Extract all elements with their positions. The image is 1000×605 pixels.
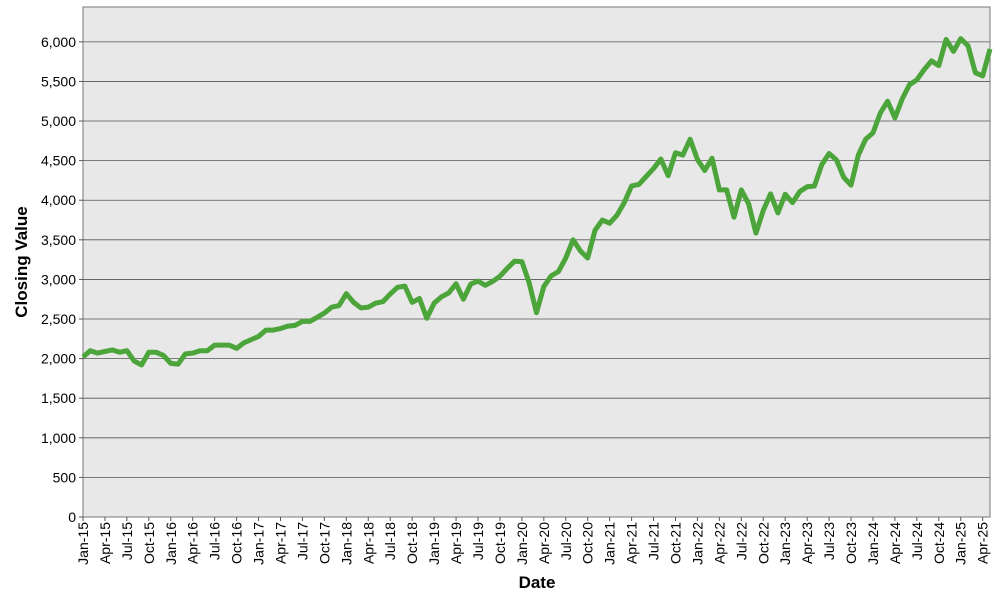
y-tick-label: 1,500	[41, 390, 76, 406]
y-tick-label: 4,000	[41, 192, 76, 208]
x-tick-label: Jan-17	[251, 522, 267, 565]
x-tick-label: Jul-15	[119, 522, 135, 560]
y-tick-label: 1,000	[41, 430, 76, 446]
x-tick-label: Apr-25	[975, 522, 991, 564]
x-axis-title: Date	[519, 573, 556, 592]
x-tick-label: Apr-18	[360, 522, 376, 564]
x-tick-label: Apr-16	[185, 522, 201, 564]
x-tick-label: Apr-19	[448, 522, 464, 564]
x-tick-label: Oct-22	[755, 522, 771, 564]
x-tick-label: Oct-24	[931, 522, 947, 564]
x-tick-label: Jan-19	[426, 522, 442, 565]
plot-area	[82, 6, 991, 518]
x-tick-label: Oct-19	[492, 522, 508, 564]
x-tick-label: Jan-20	[514, 522, 530, 565]
y-tick-label: 5,000	[41, 113, 76, 129]
x-tick-label: Apr-23	[799, 522, 815, 564]
x-tick-label: Jul-24	[909, 522, 925, 560]
y-tick-label: 2,500	[41, 311, 76, 327]
x-tick-label: Jul-16	[207, 522, 223, 560]
x-tick-label: Jul-21	[646, 522, 662, 560]
x-tick-label: Apr-17	[272, 522, 288, 564]
x-tick-label: Jan-16	[163, 522, 179, 565]
data-line	[81, 36, 993, 368]
x-tick-label: Oct-21	[667, 522, 683, 564]
x-tick-label: Jul-17	[294, 522, 310, 560]
x-tick-label: Apr-21	[624, 522, 640, 564]
y-tick-label: 0	[68, 509, 76, 525]
x-tick-label: Oct-23	[843, 522, 859, 564]
x-tick-label: Oct-16	[229, 522, 245, 564]
y-tick-label: 6,000	[41, 34, 76, 50]
y-tick-label: 4,500	[41, 153, 76, 169]
y-tick-label: 3,000	[41, 271, 76, 287]
x-tick-label: Jul-22	[733, 522, 749, 560]
x-tick-label: Jan-24	[865, 522, 881, 565]
y-tick-label: 3,500	[41, 232, 76, 248]
x-tick-label: Jul-20	[558, 522, 574, 560]
x-tick-label: Apr-15	[97, 522, 113, 564]
x-tick-label: Jan-25	[953, 522, 969, 565]
x-tick-label: Jan-22	[689, 522, 705, 565]
x-tick-label: Jul-18	[382, 522, 398, 560]
x-tick-label: Jan-23	[777, 522, 793, 565]
x-tick-label: Jan-18	[338, 522, 354, 565]
y-tick-label: 500	[53, 469, 77, 485]
x-tick-label: Oct-20	[580, 522, 596, 564]
x-tick-label: Apr-24	[887, 522, 903, 564]
x-tick-label: Oct-17	[316, 522, 332, 564]
y-tick-label: 5,500	[41, 73, 76, 89]
x-tick-label: Oct-15	[141, 522, 157, 564]
x-tick-label: Oct-18	[404, 522, 420, 564]
x-tick-label: Jan-15	[75, 522, 91, 565]
x-tick-label: Jul-23	[821, 522, 837, 560]
y-tick-label: 2,000	[41, 351, 76, 367]
x-tick-label: Jan-21	[602, 522, 618, 565]
x-tick-label: Apr-20	[536, 522, 552, 564]
x-tick-label: Apr-22	[711, 522, 727, 564]
x-tick-label: Jul-19	[470, 522, 486, 560]
y-axis-title: Closing Value	[12, 206, 31, 317]
